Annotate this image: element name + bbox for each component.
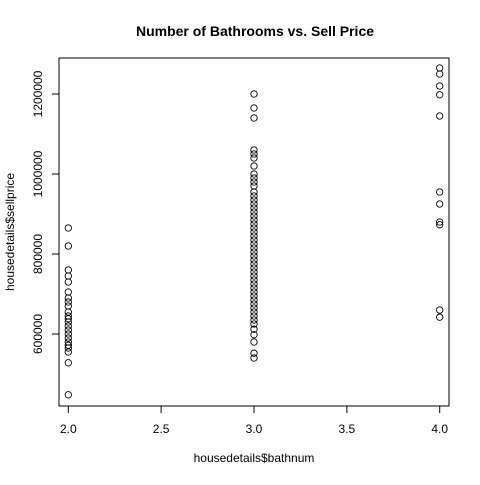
data-point [250, 228, 258, 236]
chart-title: Number of Bathrooms vs. Sell Price [136, 23, 374, 39]
data-point [64, 391, 72, 399]
data-point [436, 313, 444, 321]
data-point [436, 70, 444, 78]
data-point [436, 64, 444, 72]
data-point [436, 221, 444, 229]
data-point [250, 192, 258, 200]
data-point [250, 260, 258, 268]
data-point [250, 320, 258, 328]
data-point [250, 208, 258, 216]
data-point [64, 348, 72, 356]
data-point [250, 304, 258, 312]
data-point [250, 114, 258, 122]
data-point [64, 326, 72, 334]
data-point [250, 354, 258, 362]
data-point [250, 268, 258, 276]
data-point [250, 232, 258, 240]
data-point [250, 204, 258, 212]
x-tick-label: 3.5 [339, 422, 356, 436]
data-point [436, 112, 444, 120]
data-point [250, 150, 258, 158]
data-point [64, 278, 72, 286]
data-point [250, 272, 258, 280]
data-point [436, 91, 444, 99]
data-point [250, 312, 258, 320]
data-point [64, 288, 72, 296]
data-point [250, 308, 258, 316]
y-tick-label: 600000 [31, 314, 45, 354]
y-axis: 600000 800000 1000000 1200000 [31, 70, 59, 354]
x-axis-label: housedetails$bathnum [194, 451, 315, 465]
data-point [64, 242, 72, 250]
data-point [250, 216, 258, 224]
x-tick-label: 2.0 [60, 422, 77, 436]
data-point [64, 272, 72, 280]
data-point [436, 218, 444, 226]
data-point [250, 256, 258, 264]
data-point [250, 174, 258, 182]
data-point [250, 316, 258, 324]
data-point [250, 276, 258, 284]
data-point [250, 248, 258, 256]
data-point [64, 322, 72, 330]
y-axis-label: housedetails$sellprice [3, 173, 17, 291]
data-point [250, 154, 258, 162]
x-axis: 2.0 2.5 3.0 3.5 4.0 [60, 406, 448, 436]
data-point [250, 288, 258, 296]
data-point [64, 224, 72, 232]
data-point [250, 264, 258, 272]
data-point [250, 325, 258, 333]
data-point [64, 330, 72, 338]
data-points [64, 64, 444, 399]
data-point [64, 294, 72, 302]
data-point [436, 306, 444, 314]
y-tick-label: 1200000 [31, 70, 45, 117]
data-point [436, 82, 444, 90]
data-point [64, 359, 72, 367]
data-point [250, 331, 258, 339]
y-tick-label: 800000 [31, 234, 45, 274]
data-point [250, 196, 258, 204]
data-point [250, 200, 258, 208]
data-point [64, 318, 72, 326]
x-tick-label: 4.0 [431, 422, 448, 436]
data-point [64, 344, 72, 352]
data-point [64, 334, 72, 342]
data-point [64, 298, 72, 306]
data-point [250, 182, 258, 190]
data-point [250, 178, 258, 186]
data-point [250, 170, 258, 178]
data-point [250, 252, 258, 260]
data-point [64, 315, 72, 323]
data-point [250, 240, 258, 248]
data-point [250, 90, 258, 98]
data-point [64, 302, 72, 310]
data-point [250, 300, 258, 308]
x-tick-label: 2.5 [153, 422, 170, 436]
data-point [436, 200, 444, 208]
data-point [250, 292, 258, 300]
data-point [250, 284, 258, 292]
y-tick-label: 1000000 [31, 150, 45, 197]
plot-frame [58, 57, 450, 407]
data-point [250, 188, 258, 196]
data-point [250, 224, 258, 232]
data-point [64, 266, 72, 274]
data-point [250, 349, 258, 357]
data-point [250, 244, 258, 252]
data-point [250, 220, 258, 228]
data-point [250, 338, 258, 346]
data-point [436, 188, 444, 196]
data-point [250, 280, 258, 288]
x-tick-label: 3.0 [246, 422, 263, 436]
data-point [250, 162, 258, 170]
data-point [250, 212, 258, 220]
data-point [250, 104, 258, 112]
data-point [250, 296, 258, 304]
data-point [250, 236, 258, 244]
data-point [250, 146, 258, 154]
